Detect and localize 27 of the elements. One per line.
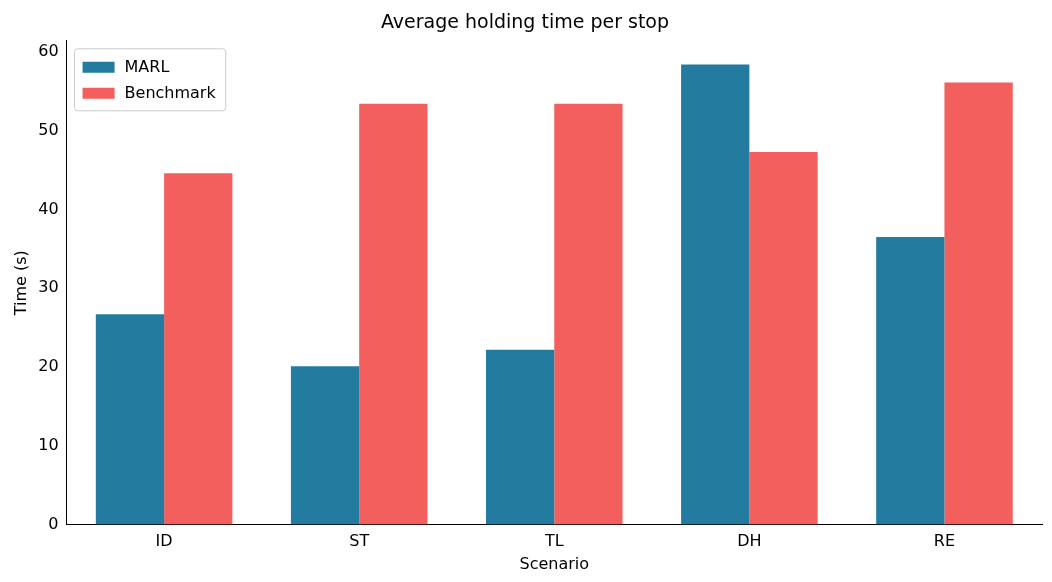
bar <box>290 366 360 525</box>
chart-title: Average holding time per stop <box>380 10 670 33</box>
x-tick-label: ID <box>155 531 173 551</box>
y-tick-label: 30 <box>38 277 59 297</box>
x-axis-title: Scenario <box>519 553 590 573</box>
y-tick-label: 50 <box>38 119 59 139</box>
x-tick-label: TL <box>543 531 564 551</box>
y-axis-title: Time (s) <box>10 250 30 317</box>
y-tick-label: 10 <box>38 434 59 454</box>
bar <box>359 103 428 525</box>
y-tick-label: 20 <box>38 356 59 376</box>
y-tick-label: 40 <box>38 198 59 218</box>
bar <box>486 349 555 525</box>
x-tick-label: RE <box>933 531 956 551</box>
bar <box>944 82 1013 525</box>
legend-label: MARL <box>124 56 170 76</box>
legend-label: Benchmark <box>124 82 217 102</box>
x-tick-label: DH <box>737 531 762 551</box>
bar <box>164 173 233 525</box>
x-tick-label: ST <box>349 531 370 551</box>
bar <box>876 237 945 525</box>
y-tick-label: 0 <box>48 513 59 533</box>
bar <box>554 103 623 525</box>
bar <box>681 64 750 525</box>
y-tick-label: 60 <box>38 40 59 60</box>
bar <box>95 314 165 525</box>
bar <box>749 151 818 525</box>
